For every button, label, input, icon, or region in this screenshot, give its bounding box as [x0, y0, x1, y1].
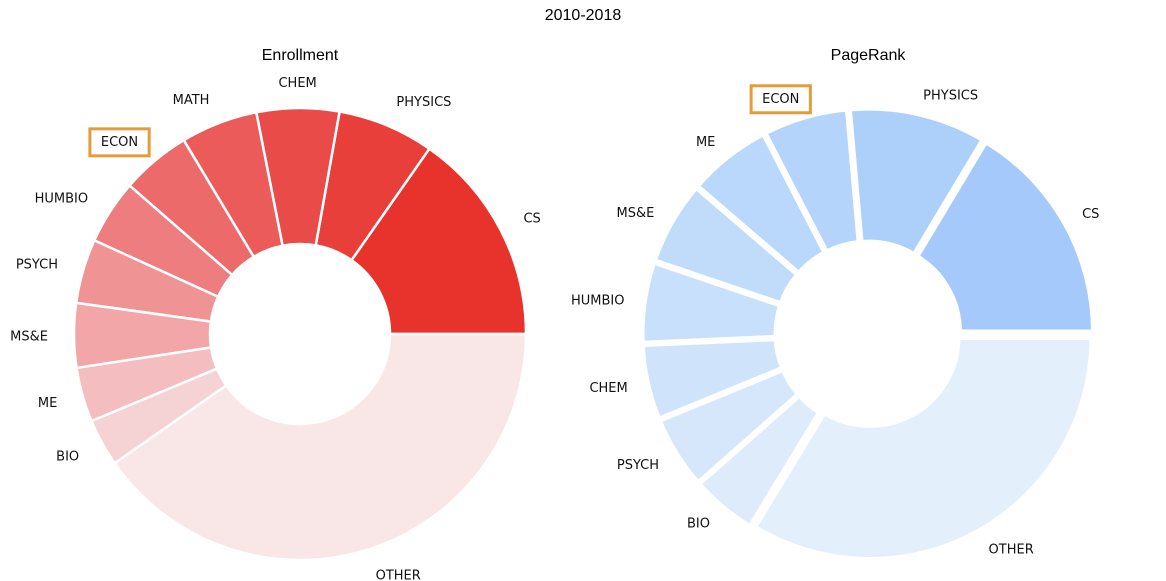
pagerank-slice-other: [752, 334, 1095, 562]
enrollment-label-cs: CS: [523, 211, 540, 226]
pagerank-label-other: OTHER: [989, 542, 1034, 557]
enrollment-donut-chart: Enrollment CS PHYSICS CHEM MATH ECON HUMBIO PS…: [10, 47, 541, 581]
enrollment-label-econ: ECON: [101, 135, 138, 150]
enrollment-slice-other: [113, 332, 528, 562]
enrollment-label-humbio: HUMBIO: [35, 192, 89, 207]
pagerank-label-cs: CS: [1082, 207, 1099, 222]
enrollment-label-msande: MS&E: [10, 330, 48, 345]
enrollment-label-other: OTHER: [376, 568, 421, 581]
pagerank-chart-title: PageRank: [831, 47, 907, 64]
enrollment-label-physics: PHYSICS: [396, 95, 451, 110]
enrollment-label-psych: PSYCH: [16, 258, 58, 273]
pagerank-label-humbio: HUMBIO: [571, 293, 625, 308]
pagerank-label-physics: PHYSICS: [923, 88, 978, 103]
enrollment-highlight-box-econ: [88, 127, 151, 158]
pagerank-label-bio: BIO: [687, 517, 710, 532]
enrollment-slice-cs: [350, 147, 528, 336]
enrollment-label-bio: BIO: [56, 449, 79, 464]
enrollment-chart-title: Enrollment: [262, 47, 339, 64]
pagerank-highlight-box-econ: [749, 84, 812, 115]
pagerank-slice-cs: [914, 139, 1096, 335]
enrollment-label-math: MATH: [173, 93, 210, 108]
pagerank-label-chem: CHEM: [589, 381, 627, 396]
pagerank-donut-chart: PageRank CS PHYSICS ECON ME MS&E HUMBIO CHEM PS…: [571, 47, 1099, 562]
figure-title: 2010-2018: [545, 7, 622, 24]
pagerank-label-econ: ECON: [762, 92, 799, 107]
enrollment-label-me: ME: [38, 396, 57, 411]
pagerank-label-me: ME: [696, 135, 715, 150]
enrollment-label-chem: CHEM: [278, 76, 316, 91]
pagerank-slice-bio: [696, 392, 823, 530]
pagerank-label-psych: PSYCH: [617, 458, 659, 473]
pagerank-label-msande: MS&E: [616, 206, 654, 221]
